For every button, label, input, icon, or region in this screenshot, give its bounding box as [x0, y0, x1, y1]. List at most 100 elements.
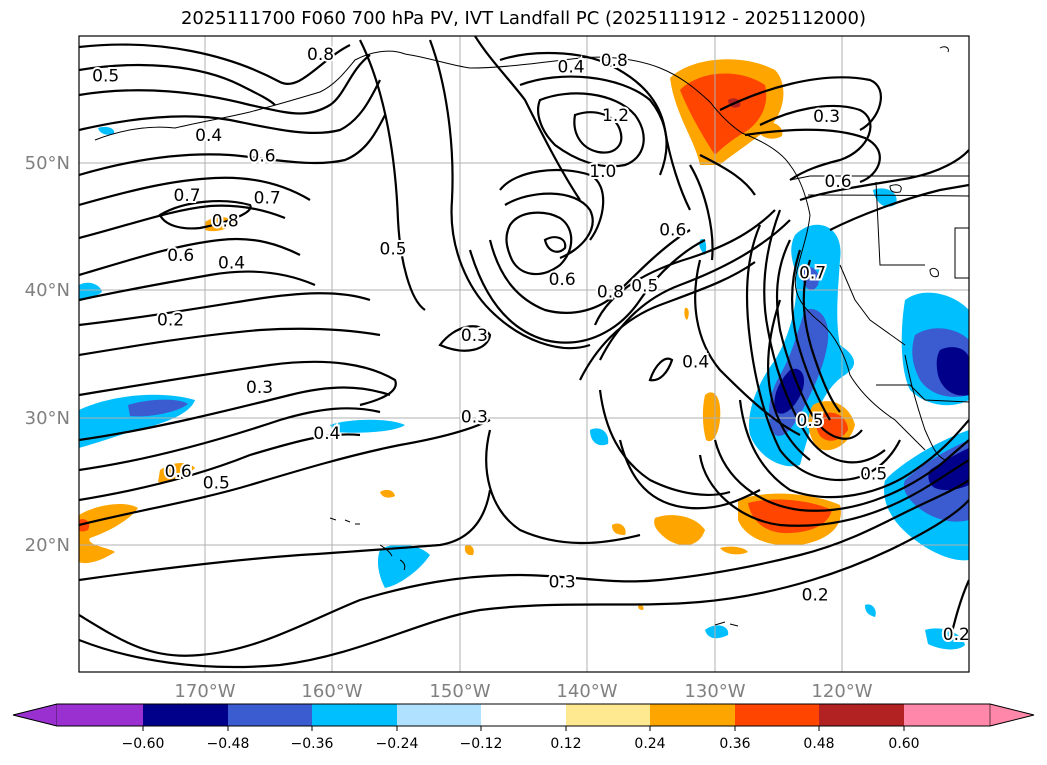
ivt-negative-region	[330, 419, 405, 433]
lat-label-40n: 40°N	[25, 280, 70, 301]
colorbar-segment	[566, 704, 650, 726]
pv-contour-label: 0.4	[558, 58, 585, 78]
colorbar: −0.60 −0.48 −0.36 −0.24 −0.12 0.12 0.24 …	[12, 703, 1035, 752]
colorbar-segment	[143, 704, 228, 726]
colorbar-segment	[312, 704, 397, 726]
colorbar-tick-label: −0.36	[291, 736, 334, 752]
colorbar-over-extension	[989, 703, 1035, 727]
ivt-negative-region	[590, 428, 609, 446]
pv-contour-label: 0.5	[631, 276, 658, 296]
colorbar-segment	[650, 704, 735, 726]
colorbar-segment	[481, 704, 566, 726]
ivt-negative-region	[128, 399, 188, 417]
ivt-positive-region	[816, 412, 848, 441]
ivt-negative-region	[936, 347, 969, 396]
ivt-negative-region	[377, 544, 430, 588]
pv-contour-label: 0.4	[195, 126, 222, 146]
ivt-positive-region	[158, 463, 195, 483]
pv-contour-label: 0.3	[461, 326, 488, 346]
lat-label-50n: 50°N	[25, 153, 70, 174]
ivt-negative-region	[705, 625, 729, 639]
colorbar-segment	[397, 704, 481, 726]
pv-contour-label: 0.2	[802, 585, 829, 605]
colorbar-tick-label: 0.60	[888, 736, 919, 752]
pv-contour-label: 0.3	[461, 407, 488, 427]
lon-label-160w: 160°W	[301, 681, 362, 702]
ivt-positive-region	[380, 489, 395, 498]
ivt-positive-region	[79, 504, 138, 564]
pv-contour-label: 0.7	[254, 189, 281, 209]
pv-contours	[79, 36, 969, 669]
colorbar-tick-label: 0.24	[634, 736, 665, 752]
pv-contour-label: 0.6	[249, 147, 276, 167]
ivt-positive-region	[684, 307, 689, 320]
pv-contour-label: 0.2	[157, 311, 184, 331]
pv-contour-label: 1.2	[602, 106, 629, 126]
ivt-positive-region	[755, 122, 783, 139]
colorbar-segment	[904, 704, 990, 726]
pv-contour-label: 0.6	[549, 270, 576, 290]
pv-contour-label: 0.3	[813, 107, 840, 127]
colorbar-tick-label: −0.24	[376, 736, 419, 752]
colorbar-tick-label: 0.48	[803, 736, 834, 752]
pv-contour-label: 0.4	[218, 253, 245, 273]
lon-label-150w: 150°W	[429, 681, 490, 702]
colorbar-tick-label: −0.12	[460, 736, 503, 752]
lat-axis: 50°N 40°N 30°N 20°N	[25, 153, 70, 556]
ivt-positive-region	[720, 546, 748, 555]
lon-label-140w: 140°W	[556, 681, 617, 702]
pv-contour-label: 0.7	[799, 264, 826, 284]
ivt-positive-region	[464, 545, 474, 556]
pv-contour-label: 0.5	[797, 411, 824, 431]
colorbar-tick-label: 0.12	[550, 736, 581, 752]
pv-contour-label: 0.4	[313, 424, 340, 444]
ivt-positive-region	[654, 515, 705, 546]
pv-contour-label: 0.5	[92, 66, 119, 86]
ivt-positive-region	[638, 605, 644, 610]
map-frame	[78, 35, 970, 673]
pv-contour-label: 0.3	[246, 378, 273, 398]
ivt-negative-region	[98, 126, 115, 135]
pv-contour-label: 1.0	[589, 162, 616, 182]
pv-contour-label: 0.7	[174, 186, 201, 206]
lon-label-170w: 170°W	[174, 681, 235, 702]
ivt-negative-region	[79, 282, 102, 300]
pv-contour-label: 0.5	[860, 465, 887, 485]
pv-contour-label: 0.4	[682, 353, 709, 373]
lon-label-120w: 120°W	[811, 681, 872, 702]
pv-contour-label: 0.6	[167, 246, 194, 266]
graticule	[79, 36, 969, 672]
figure-title: 2025111700 F060 700 hPa PV, IVT Landfall…	[180, 8, 867, 29]
pv-contour-label: 0.8	[307, 45, 334, 65]
ivt-negative-region	[925, 628, 965, 650]
ivt-positive-region	[702, 392, 721, 442]
lat-label-20n: 20°N	[25, 535, 70, 556]
map-panel: 0.5 0.8 0.4 0.6 0.7 0.7 0.8 0.6 0.4 0.2 0.5 0.4 0.8 1…	[79, 36, 970, 672]
colorbar-outline	[12, 703, 1035, 727]
lat-label-30n: 30°N	[25, 408, 70, 429]
ivt-negative-region	[865, 604, 876, 617]
pv-contour-label: 0.3	[549, 573, 576, 593]
colorbar-tick-label: −0.60	[122, 736, 165, 752]
colorbar-under-extension	[12, 703, 58, 727]
pv-contour-label: 0.8	[597, 283, 624, 303]
colorbar-segment	[735, 704, 819, 726]
pv-contour-label: 0.6	[165, 462, 192, 482]
pv-contour-label: 0.8	[601, 51, 628, 71]
ivt-shading	[79, 59, 969, 650]
pv-contour-label: 0.2	[943, 625, 970, 645]
pv-contour-label: 0.8	[212, 211, 239, 231]
colorbar-tick-label: 0.36	[719, 736, 750, 752]
pv-contour-label: 0.5	[203, 473, 230, 493]
pv-contour-labels: 0.5 0.8 0.4 0.6 0.7 0.7 0.8 0.6 0.4 0.2 0.5 0.4 0.8 1…	[90, 43, 970, 647]
colorbar-segment	[819, 704, 904, 726]
pv-contour-label: 0.5	[380, 239, 407, 259]
colorbar-segment	[57, 704, 143, 726]
ivt-positive-region	[612, 523, 626, 535]
lon-label-130w: 130°W	[684, 681, 745, 702]
pv-contour-label: 0.6	[825, 172, 852, 192]
colorbar-tick-label: −0.48	[207, 736, 250, 752]
colorbar-segment	[228, 704, 312, 726]
pv-contour-label: 0.6	[659, 220, 686, 240]
